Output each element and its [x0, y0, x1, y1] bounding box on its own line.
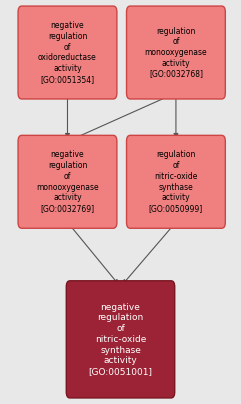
FancyBboxPatch shape: [18, 6, 117, 99]
FancyBboxPatch shape: [66, 281, 175, 398]
Text: regulation
of
monooxygenase
activity
[GO:0032768]: regulation of monooxygenase activity [GO…: [145, 27, 207, 78]
FancyBboxPatch shape: [127, 6, 225, 99]
FancyBboxPatch shape: [18, 135, 117, 228]
Text: negative
regulation
of
oxidoreductase
activity
[GO:0051354]: negative regulation of oxidoreductase ac…: [38, 21, 97, 84]
Text: negative
regulation
of
nitric-oxide
synthase
activity
[GO:0051001]: negative regulation of nitric-oxide synt…: [88, 303, 153, 376]
FancyBboxPatch shape: [127, 135, 225, 228]
Text: regulation
of
nitric-oxide
synthase
activity
[GO:0050999]: regulation of nitric-oxide synthase acti…: [149, 150, 203, 213]
Text: negative
regulation
of
monooxygenase
activity
[GO:0032769]: negative regulation of monooxygenase act…: [36, 150, 99, 213]
